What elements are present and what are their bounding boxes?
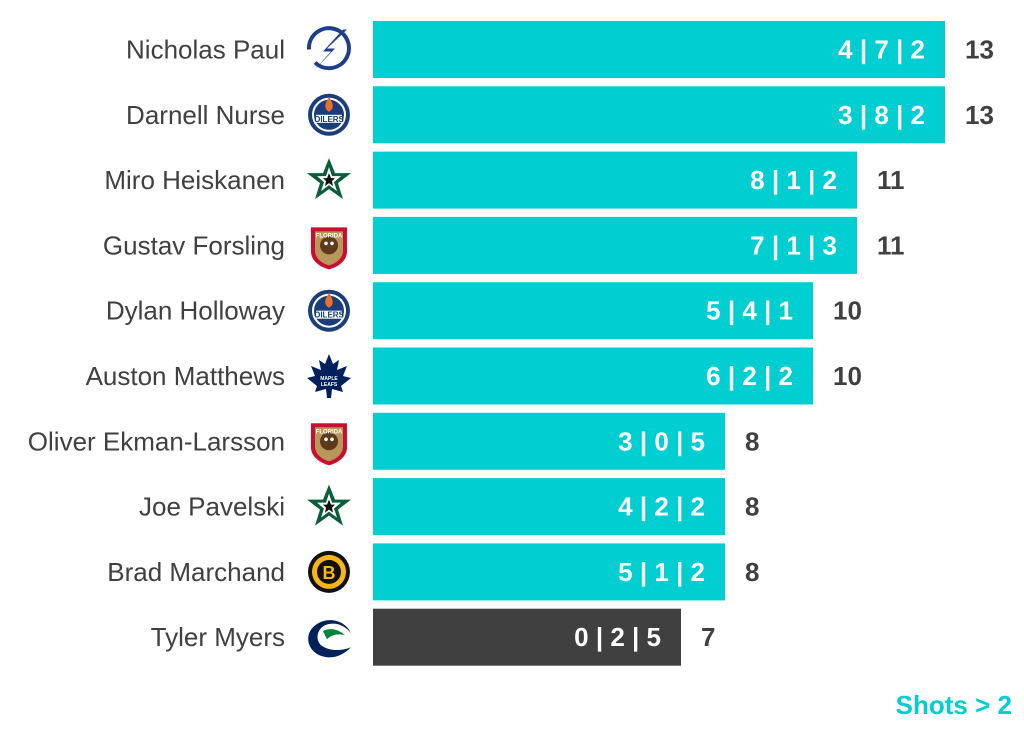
bar-total-label: 8 bbox=[745, 557, 759, 587]
lightning-logo-icon bbox=[306, 26, 351, 74]
bar-joe-pavelski bbox=[373, 478, 725, 536]
bar-total-label: 13 bbox=[965, 100, 994, 130]
player-name-label: Nicholas Paul bbox=[126, 35, 285, 65]
bar-oliver-ekman-larsson bbox=[373, 412, 725, 470]
bar-total-label: 8 bbox=[745, 426, 759, 456]
bar-auston-matthews bbox=[373, 347, 813, 405]
bar-total-label: 13 bbox=[965, 35, 994, 65]
bar-total-label: 11 bbox=[877, 165, 905, 195]
bar-miro-heiskanen bbox=[373, 151, 857, 209]
bar-breakdown-label: 7 | 1 | 3 bbox=[750, 230, 837, 260]
player-name-label: Gustav Forsling bbox=[103, 230, 285, 260]
player-name-label: Brad Marchand bbox=[107, 557, 285, 587]
bar-total-label: 11 bbox=[877, 230, 905, 260]
bar-total-label: 8 bbox=[745, 492, 759, 522]
oilers-logo-icon bbox=[307, 288, 351, 333]
canucks-logo-icon bbox=[308, 620, 351, 658]
bar-dylan-holloway bbox=[373, 282, 813, 340]
bar-nicholas-paul bbox=[373, 21, 945, 78]
bar-breakdown-label: 0 | 2 | 5 bbox=[574, 622, 661, 652]
player-name-label: Miro Heiskanen bbox=[104, 165, 285, 195]
bar-breakdown-label: 4 | 2 | 2 bbox=[618, 492, 705, 522]
bar-breakdown-label: 3 | 0 | 5 bbox=[618, 426, 705, 456]
bar-breakdown-label: 6 | 2 | 2 bbox=[706, 361, 793, 391]
bar-breakdown-label: 4 | 7 | 2 bbox=[838, 35, 925, 65]
bar-breakdown-label: 5 | 4 | 1 bbox=[706, 296, 793, 326]
footnote: Shots > 2 bbox=[895, 690, 1012, 720]
oilers-logo-icon bbox=[307, 92, 351, 137]
bar-breakdown-label: 3 | 8 | 2 bbox=[838, 100, 925, 130]
bar-total-label: 7 bbox=[701, 622, 715, 652]
bar-breakdown-label: 5 | 1 | 2 bbox=[618, 557, 705, 587]
panthers-logo-icon bbox=[311, 227, 347, 270]
bruins-logo-icon bbox=[308, 550, 350, 593]
bar-total-label: 10 bbox=[833, 296, 862, 326]
bar-tyler-myers bbox=[373, 608, 681, 666]
player-name-label: Darnell Nurse bbox=[126, 100, 285, 130]
bar-total-label: 10 bbox=[833, 361, 862, 391]
stars-logo-icon bbox=[307, 484, 351, 526]
panthers-logo-icon bbox=[311, 423, 347, 466]
player-name-label: Oliver Ekman-Larsson bbox=[28, 426, 285, 456]
bar-darnell-nurse bbox=[373, 86, 945, 144]
bar-breakdown-label: 8 | 1 | 2 bbox=[750, 165, 837, 195]
player-name-label: Dylan Holloway bbox=[106, 296, 285, 326]
bar-brad-marchand bbox=[373, 543, 725, 601]
stars-logo-icon bbox=[307, 158, 351, 200]
bar-gustav-forsling bbox=[373, 216, 857, 274]
player-name-label: Auston Matthews bbox=[86, 361, 285, 391]
player-name-label: Joe Pavelski bbox=[139, 492, 285, 522]
player-name-label: Tyler Myers bbox=[151, 622, 285, 652]
maple-leafs-logo-icon bbox=[307, 354, 351, 398]
